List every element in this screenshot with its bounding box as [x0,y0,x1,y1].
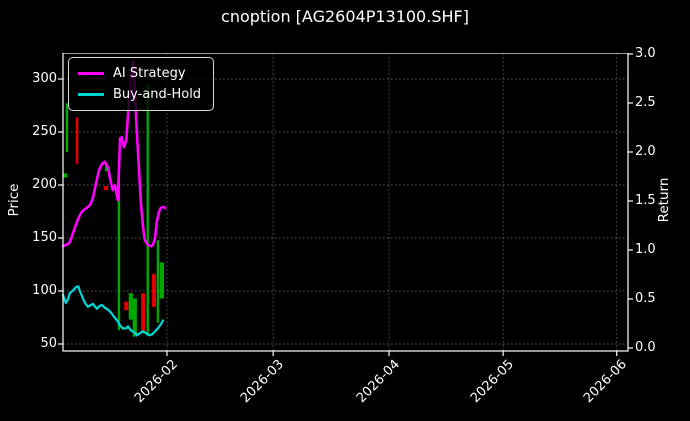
date-tick-label: 2026-05 [467,357,517,407]
legend-entry: Buy-and-Hold [78,84,201,105]
date-tick-label: 2026-06 [581,357,631,407]
return-tick-label: 1.5 [635,193,656,208]
legend-label: AI Strategy [113,66,186,81]
date-tick-label: 2026-03 [237,357,287,407]
price-tick-label: 150 [32,230,57,245]
return-tick-label: 3.0 [635,46,656,61]
legend-line-swatch [78,72,104,75]
price-tick-label: 50 [40,336,57,351]
date-tick-label: 2026-02 [131,357,181,407]
legend: AI Strategy Buy-and-Hold [68,57,215,111]
legend-label: Buy-and-Hold [113,87,202,102]
price-tick-label: 250 [32,124,57,139]
chart-title: cnoption [AG2604P13100.SHF] [221,7,469,26]
candle-up [146,84,149,336]
candle-up [117,177,121,331]
price-tick-label: 200 [32,177,57,192]
candle-up [63,173,68,178]
return-tick-label: 0.5 [635,291,656,306]
series-line-buy-and-hold [61,285,165,337]
candle-up [65,103,69,153]
candle-down [103,186,109,191]
candle-down [141,293,146,334]
price-tick-label: 100 [32,283,57,298]
return-tick-label: 2.0 [635,144,656,159]
axes-spine [62,53,629,352]
candle-up [156,240,160,323]
date-tick-label: 2026-04 [353,357,403,407]
return-tick-label: 2.5 [635,95,656,110]
price-tick-label: 300 [32,71,57,86]
candle-down [151,274,157,307]
candle-up [159,262,164,299]
return-tick-label: 0.0 [635,340,656,355]
candle-up [132,298,137,337]
return-axis-label: Return [656,177,672,223]
candle-up [128,293,133,320]
plot-area [58,53,633,356]
return-tick-label: 1.0 [635,242,656,257]
series-line-ai-strategy [61,60,167,248]
legend-entry: AI Strategy [78,63,201,84]
legend-line-swatch [78,93,104,96]
candle-down [124,301,129,311]
candle-down [75,117,79,164]
